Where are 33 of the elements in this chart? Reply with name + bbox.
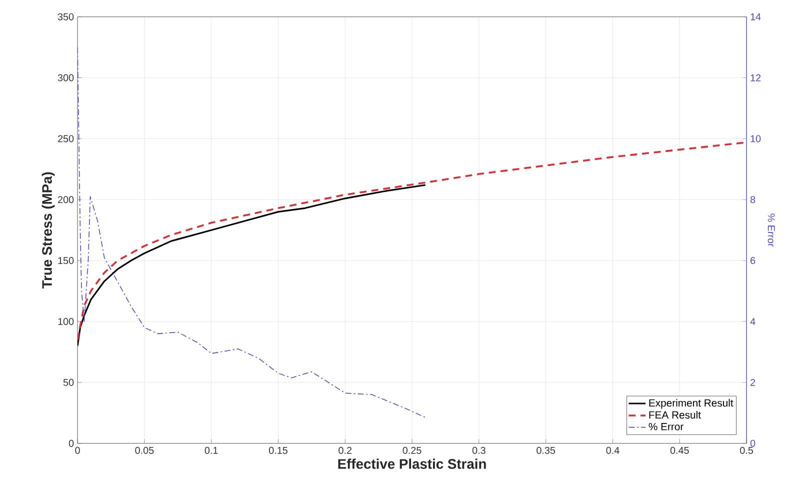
y-tick-label: 200 (58, 196, 74, 204)
y-tick-label: 350 (58, 13, 74, 20)
y-tick-label: 150 (58, 257, 74, 264)
x-tick-label: 0.45 (670, 446, 689, 454)
x-tick-label: 0.2 (338, 446, 352, 454)
y-tick-label: 250 (58, 135, 74, 142)
y-tick-label: 100 (58, 318, 74, 326)
legend-label: FEA Result (649, 411, 701, 419)
legend-label: Experiment Result (649, 399, 734, 409)
y2-tick-label: 6 (750, 257, 756, 264)
y-axis-title: True Stress (MPa) (42, 172, 55, 289)
x-tick-label: 0.4 (606, 446, 620, 454)
y2-tick-label: 4 (750, 318, 756, 326)
y-tick-label: 50 (63, 379, 74, 386)
x-tick-label: 0.15 (268, 446, 288, 454)
x-tick-label: 0.5 (740, 446, 754, 454)
y2-tick-label: 12 (750, 74, 761, 82)
y-tick-label: 300 (58, 74, 74, 82)
y2-tick-label: 0 (750, 440, 756, 447)
y2-tick-label: 2 (750, 379, 756, 386)
legend-label: % Error (648, 423, 684, 430)
x-axis-title: Effective Plastic Strain (338, 458, 486, 469)
x-tick-label: 0.05 (135, 446, 154, 454)
y-tick-label: 0 (68, 440, 74, 447)
x-tick-label: 0.25 (402, 446, 422, 454)
x-tick-label: 0.35 (536, 446, 556, 454)
y2-tick-label: 8 (750, 196, 756, 204)
y2-tick-label: 10 (750, 135, 761, 142)
x-tick-label: 0.1 (204, 446, 218, 454)
y2-axis-title: % Error (768, 214, 775, 247)
x-tick-label: 0 (75, 446, 80, 454)
y2-tick-label: 14 (750, 14, 761, 20)
x-tick-label: 0.3 (472, 446, 486, 454)
